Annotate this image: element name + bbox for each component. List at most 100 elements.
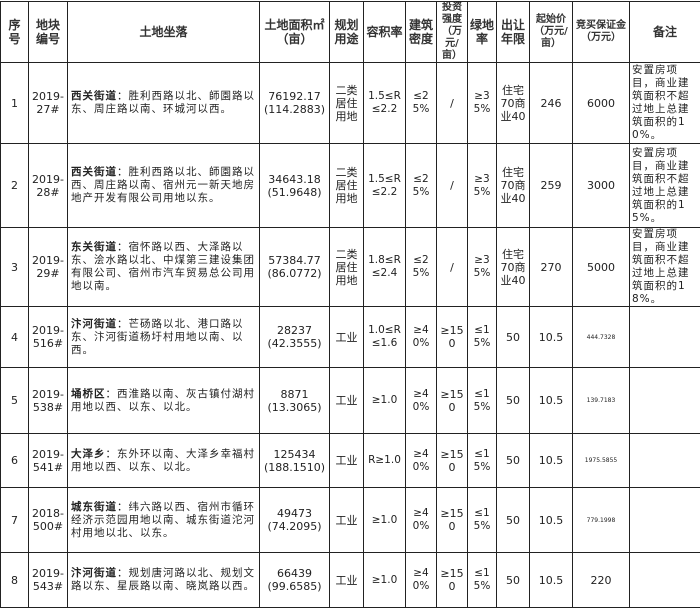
green-ratio-text: ≤15% [474,448,491,473]
starting-price-text: 10.5 [539,574,564,587]
header-no: 序号 [1,2,29,63]
starting-price-text: 259 [541,179,562,192]
building-density: ≥40% [406,488,437,553]
investment-intensity-text: / [450,179,454,192]
district: 大泽乡 [71,448,106,460]
area-mu: (114.2883) [262,103,327,116]
header-price: 起始价（万元/亩） [530,2,573,63]
header-invest: 投资强度（万元/亩） [437,2,468,63]
row-no: 3 [1,228,29,307]
floor-area-ratio-text: ≥1.0 [372,574,398,586]
header-location: 土地坐落 [68,2,260,63]
lease-term: 50 [497,307,530,368]
lease-term-text: 住宅70商业40 [501,248,526,287]
plot-code: 2019-538# [29,368,68,434]
note [630,368,700,434]
floor-area-ratio-text: 1.5≤R≤2.2 [368,173,401,198]
building-density: ≥40% [406,307,437,368]
note: 安置房项目，商业建筑面积不超过地上总建筑面积的10%。 [630,63,700,144]
building-density-text: ≤25% [413,90,430,115]
area: 66439(99.6585) [260,553,330,608]
building-density-text: ≤25% [413,254,430,279]
row-no: 4 [1,307,29,368]
planned-use: 二类居住用地 [330,63,364,144]
area: 76192.17(114.2883) [260,63,330,144]
investment-intensity: / [437,228,468,307]
plot-code: 2019-543# [29,553,68,608]
investment-intensity: ≥150 [437,434,468,488]
lease-term-text: 50 [506,574,520,587]
deposit: 779.1998 [573,488,630,553]
row-no: 6 [1,434,29,488]
row-no-text: 8 [11,574,18,587]
area-sqm: 34643.18 [262,173,327,186]
area: 34643.18(51.9648) [260,144,330,228]
area-mu: (74.2095) [262,520,327,533]
deposit: 1975.5855 [573,434,630,488]
lease-term: 50 [497,488,530,553]
lease-term: 住宅70商业40 [497,63,530,144]
area-mu: (13.3065) [262,401,327,414]
green-ratio-text: ≤15% [474,324,491,349]
starting-price: 10.5 [530,307,573,368]
starting-price: 270 [530,228,573,307]
deposit: 6000 [573,63,630,144]
location: 西关街道：胜利西路以北、師園路以西、周庄路以南、宿州元一新天地房地产开发有限公司… [68,144,260,228]
row-no: 7 [1,488,29,553]
green-ratio-text: ≤15% [474,507,491,532]
planned-use: 二类居住用地 [330,228,364,307]
planned-use: 二类居住用地 [330,144,364,228]
floor-area-ratio-text: 1.5≤R≤2.2 [368,90,401,115]
district: 西关街道 [71,166,117,178]
row-no: 2 [1,144,29,228]
starting-price: 10.5 [530,368,573,434]
plot-code: 2019-29# [29,228,68,307]
starting-price: 246 [530,63,573,144]
note-text: 安置房项目，商业建筑面积不超过地上总建筑面积的10%。 [632,64,690,141]
lease-term: 50 [497,434,530,488]
deposit-text: 220 [591,574,612,587]
location: 东关街道：宿怀路以西、大泽路以东、浍水路以北、中煤第三建设集团有限公司、宿州市汽… [68,228,260,307]
row-no: 1 [1,63,29,144]
green-ratio-text: ≤15% [474,567,491,592]
note: 安置房项目，商业建筑面积不超过地上总建筑面积的18%。 [630,228,700,307]
planned-use-text: 工业 [336,454,358,467]
note [630,434,700,488]
row-no: 8 [1,553,29,608]
investment-intensity: ≥150 [437,368,468,434]
header-density: 建筑密度 [406,2,437,63]
floor-area-ratio-text: ≥1.0 [372,514,398,526]
area: 57384.77(86.0772) [260,228,330,307]
deposit-text: 3000 [587,179,615,192]
lease-term-text: 50 [506,454,520,467]
row-no-text: 5 [11,394,18,407]
building-density-text: ≥40% [413,507,430,532]
location: 汴河街道：规划唐河路以北、规划文路以东、星辰路以南、晓岚路以西。 [68,553,260,608]
deposit-text: 6000 [587,97,615,110]
building-density-text: ≥40% [413,388,430,413]
plot-code-text: 2019-516# [32,324,64,350]
lease-term: 住宅70商业40 [497,144,530,228]
district: 西关街道 [71,90,117,102]
starting-price-text: 10.5 [539,514,564,527]
planned-use-text: 工业 [336,331,358,344]
area-mu: (86.0772) [262,267,327,280]
lease-term-text: 住宅70商业40 [501,166,526,205]
header-green: 绿地率 [468,2,497,63]
building-density: ≥40% [406,368,437,434]
investment-intensity-text: ≥150 [440,324,463,350]
starting-price-text: 246 [541,97,562,110]
starting-price-text: 10.5 [539,454,564,467]
deposit-text: 5000 [587,261,615,274]
note-text: 安置房项目，商业建筑面积不超过地上总建筑面积的18%。 [632,228,690,305]
area-mu: (188.1510) [262,461,327,474]
plot-code-text: 2018-500# [32,507,64,533]
table-row: 8 2019-543#汴河街道：规划唐河路以北、规划文路以东、星辰路以南、晓岚路以… [1,553,700,608]
starting-price-text: 270 [541,261,562,274]
floor-area-ratio: 1.5≤R≤2.2 [364,144,406,228]
